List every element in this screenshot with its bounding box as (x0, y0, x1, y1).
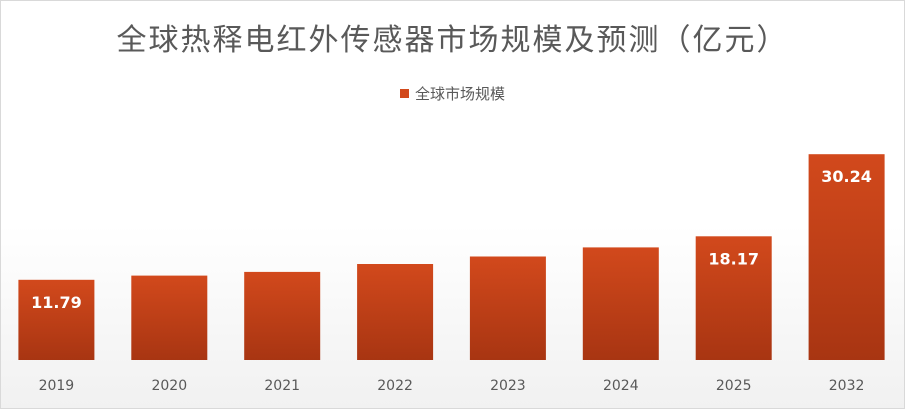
data-label-2019: 11.79 (31, 293, 82, 312)
chart-title: 全球热释电红外传感器市场规模及预测（亿元） (116, 23, 789, 58)
x-tick-2022: 2022 (377, 378, 413, 394)
bar-2020 (131, 275, 208, 360)
legend-label: 全球市场规模 (414, 85, 505, 103)
bar-2032 (808, 154, 885, 360)
bar-2024 (582, 247, 659, 360)
x-tick-2021: 2021 (264, 378, 300, 394)
data-labels-layer: 11.79 18.17 30.24 (31, 167, 872, 312)
bar-2023 (469, 256, 546, 360)
x-axis-ticks: 2019 2020 2021 2022 2023 2024 2025 2032 (39, 378, 865, 394)
legend-swatch (399, 89, 409, 98)
data-label-2032: 30.24 (821, 167, 872, 186)
bars-layer (18, 154, 885, 360)
x-tick-2025: 2025 (716, 378, 752, 394)
x-tick-2024: 2024 (603, 378, 639, 394)
bar-2025 (695, 236, 772, 360)
x-tick-2023: 2023 (490, 378, 526, 394)
x-tick-2020: 2020 (151, 378, 187, 394)
bar-2021 (244, 271, 321, 360)
legend: 全球市场规模 (1, 83, 904, 104)
bar-2022 (357, 264, 434, 360)
bar-2019 (18, 279, 95, 360)
data-label-2025: 18.17 (708, 249, 759, 268)
x-tick-2019: 2019 (39, 378, 75, 394)
x-tick-2032: 2032 (829, 378, 865, 394)
